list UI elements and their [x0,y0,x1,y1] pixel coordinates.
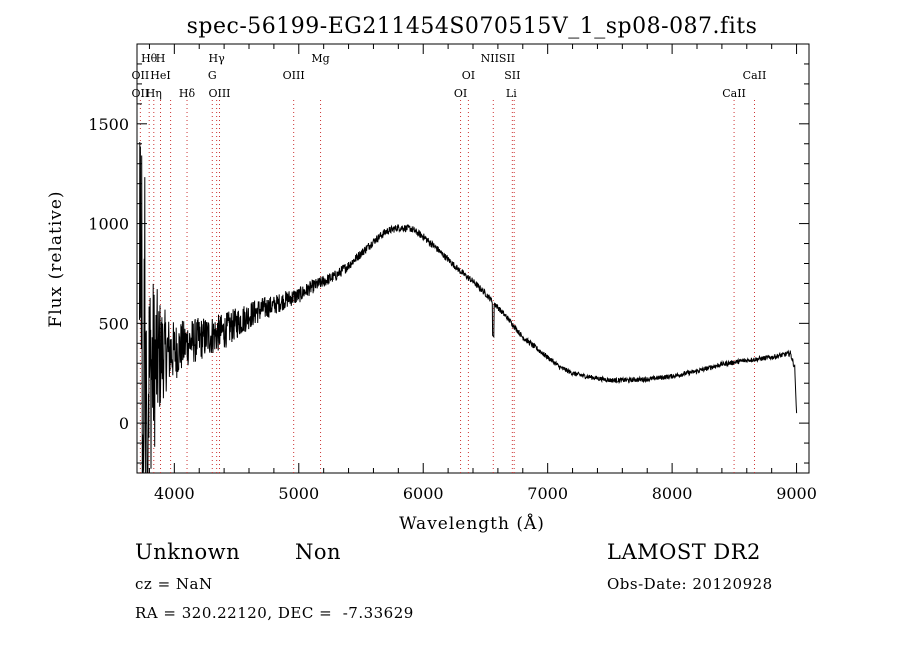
line-marker-label: OIII [208,87,230,100]
line-marker-label: HeI [150,69,170,82]
y-tick-label: 1000 [88,215,129,234]
y-axis-ticks: 0 500 1000 1500 [88,63,809,464]
survey-name: LAMOST DR2 [607,540,761,564]
x-axis-label: Wavelength (Å) [399,513,545,534]
redshift-readout: cz = NaN [135,575,213,593]
x-tick-label: 7000 [527,484,568,503]
line-marker-label: OII [132,87,150,100]
spectrum-line [139,141,798,474]
line-marker-label: Hη [146,87,162,100]
line-marker-label: CaII [743,69,767,82]
object-subclass: Non [295,540,342,564]
emission-line-markers [139,100,755,473]
y-tick-label: 0 [119,414,129,433]
y-tick-label: 1500 [88,115,129,134]
line-marker-label: OII [132,69,150,82]
observation-date: Obs-Date: 20120928 [607,575,773,593]
x-tick-label: 6000 [403,484,444,503]
line-marker-label: CaII [722,87,746,100]
x-tick-label: 8000 [652,484,693,503]
line-marker-label: Hγ [209,52,226,65]
y-axis-label: Flux (relative) [46,190,66,327]
x-tick-label: 5000 [278,484,319,503]
plot-frame [136,43,810,474]
line-marker-label: OIII [283,69,305,82]
line-marker-label: H [156,52,166,65]
x-tick-label: 4000 [154,484,195,503]
line-marker-label: Mg [311,52,329,65]
line-marker-label: Hδ [179,87,196,100]
line-marker-label: OI [454,87,467,100]
x-axis-ticks: 4000 5000 6000 7000 8000 9000 [148,44,817,503]
line-marker-label: Hθ [141,52,158,65]
object-class: Unknown [135,540,241,564]
line-marker-label: SII [504,69,520,82]
chart-title: spec-56199-EG211454S070515V_1_sp08-087.f… [187,14,758,39]
line-marker-label: OI [462,69,475,82]
x-tick-label: 9000 [776,484,817,503]
y-tick-label: 500 [98,314,129,333]
line-marker-label: Li [506,87,517,100]
line-marker-label: NIISII [481,52,516,65]
coordinates-readout: RA = 320.22120, DEC = -7.33629 [135,604,414,622]
line-marker-label: G [208,69,217,82]
